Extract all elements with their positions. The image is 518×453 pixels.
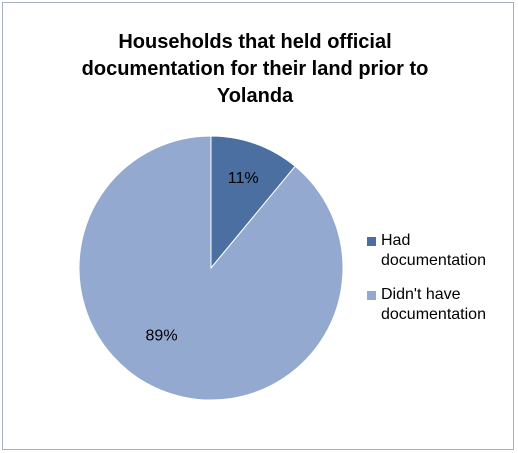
legend-label-had-documentation-line-1: Had — [381, 232, 411, 249]
legend-item-didnt-have-documentation: Didn't have documentation — [367, 285, 507, 325]
legend-swatch-didnt-have-documentation — [367, 291, 376, 300]
data-label-had-documentation: 11% — [228, 170, 259, 187]
chart-title-line-2: documentation for their land prior to — [81, 58, 429, 80]
legend-swatch-had-documentation — [367, 237, 376, 246]
chart-title: Households that held official documentat… — [40, 29, 470, 110]
legend-label-had-documentation-line-2: documentation — [381, 252, 486, 269]
legend-label-didnt-have-documentation-line-2: documentation — [381, 306, 486, 323]
chart-title-line-1: Households that held official — [118, 31, 392, 53]
legend-item-had-documentation: Had documentation — [367, 231, 507, 271]
pie-slice-had-documentation — [210, 135, 296, 270]
chart-legend: Had documentation Didn't have documentat… — [367, 231, 507, 339]
pie-labels: 11% 89% — [146, 170, 259, 345]
data-label-didn-t-have-documentation: 89% — [146, 328, 178, 345]
pie-slices — [78, 135, 344, 401]
chart-title-line-3: Yolanda — [216, 85, 294, 107]
legend-label-didnt-have-documentation-line-1: Didn't have — [381, 286, 461, 303]
pie-slice-didn-t-have-documentation — [78, 135, 344, 401]
